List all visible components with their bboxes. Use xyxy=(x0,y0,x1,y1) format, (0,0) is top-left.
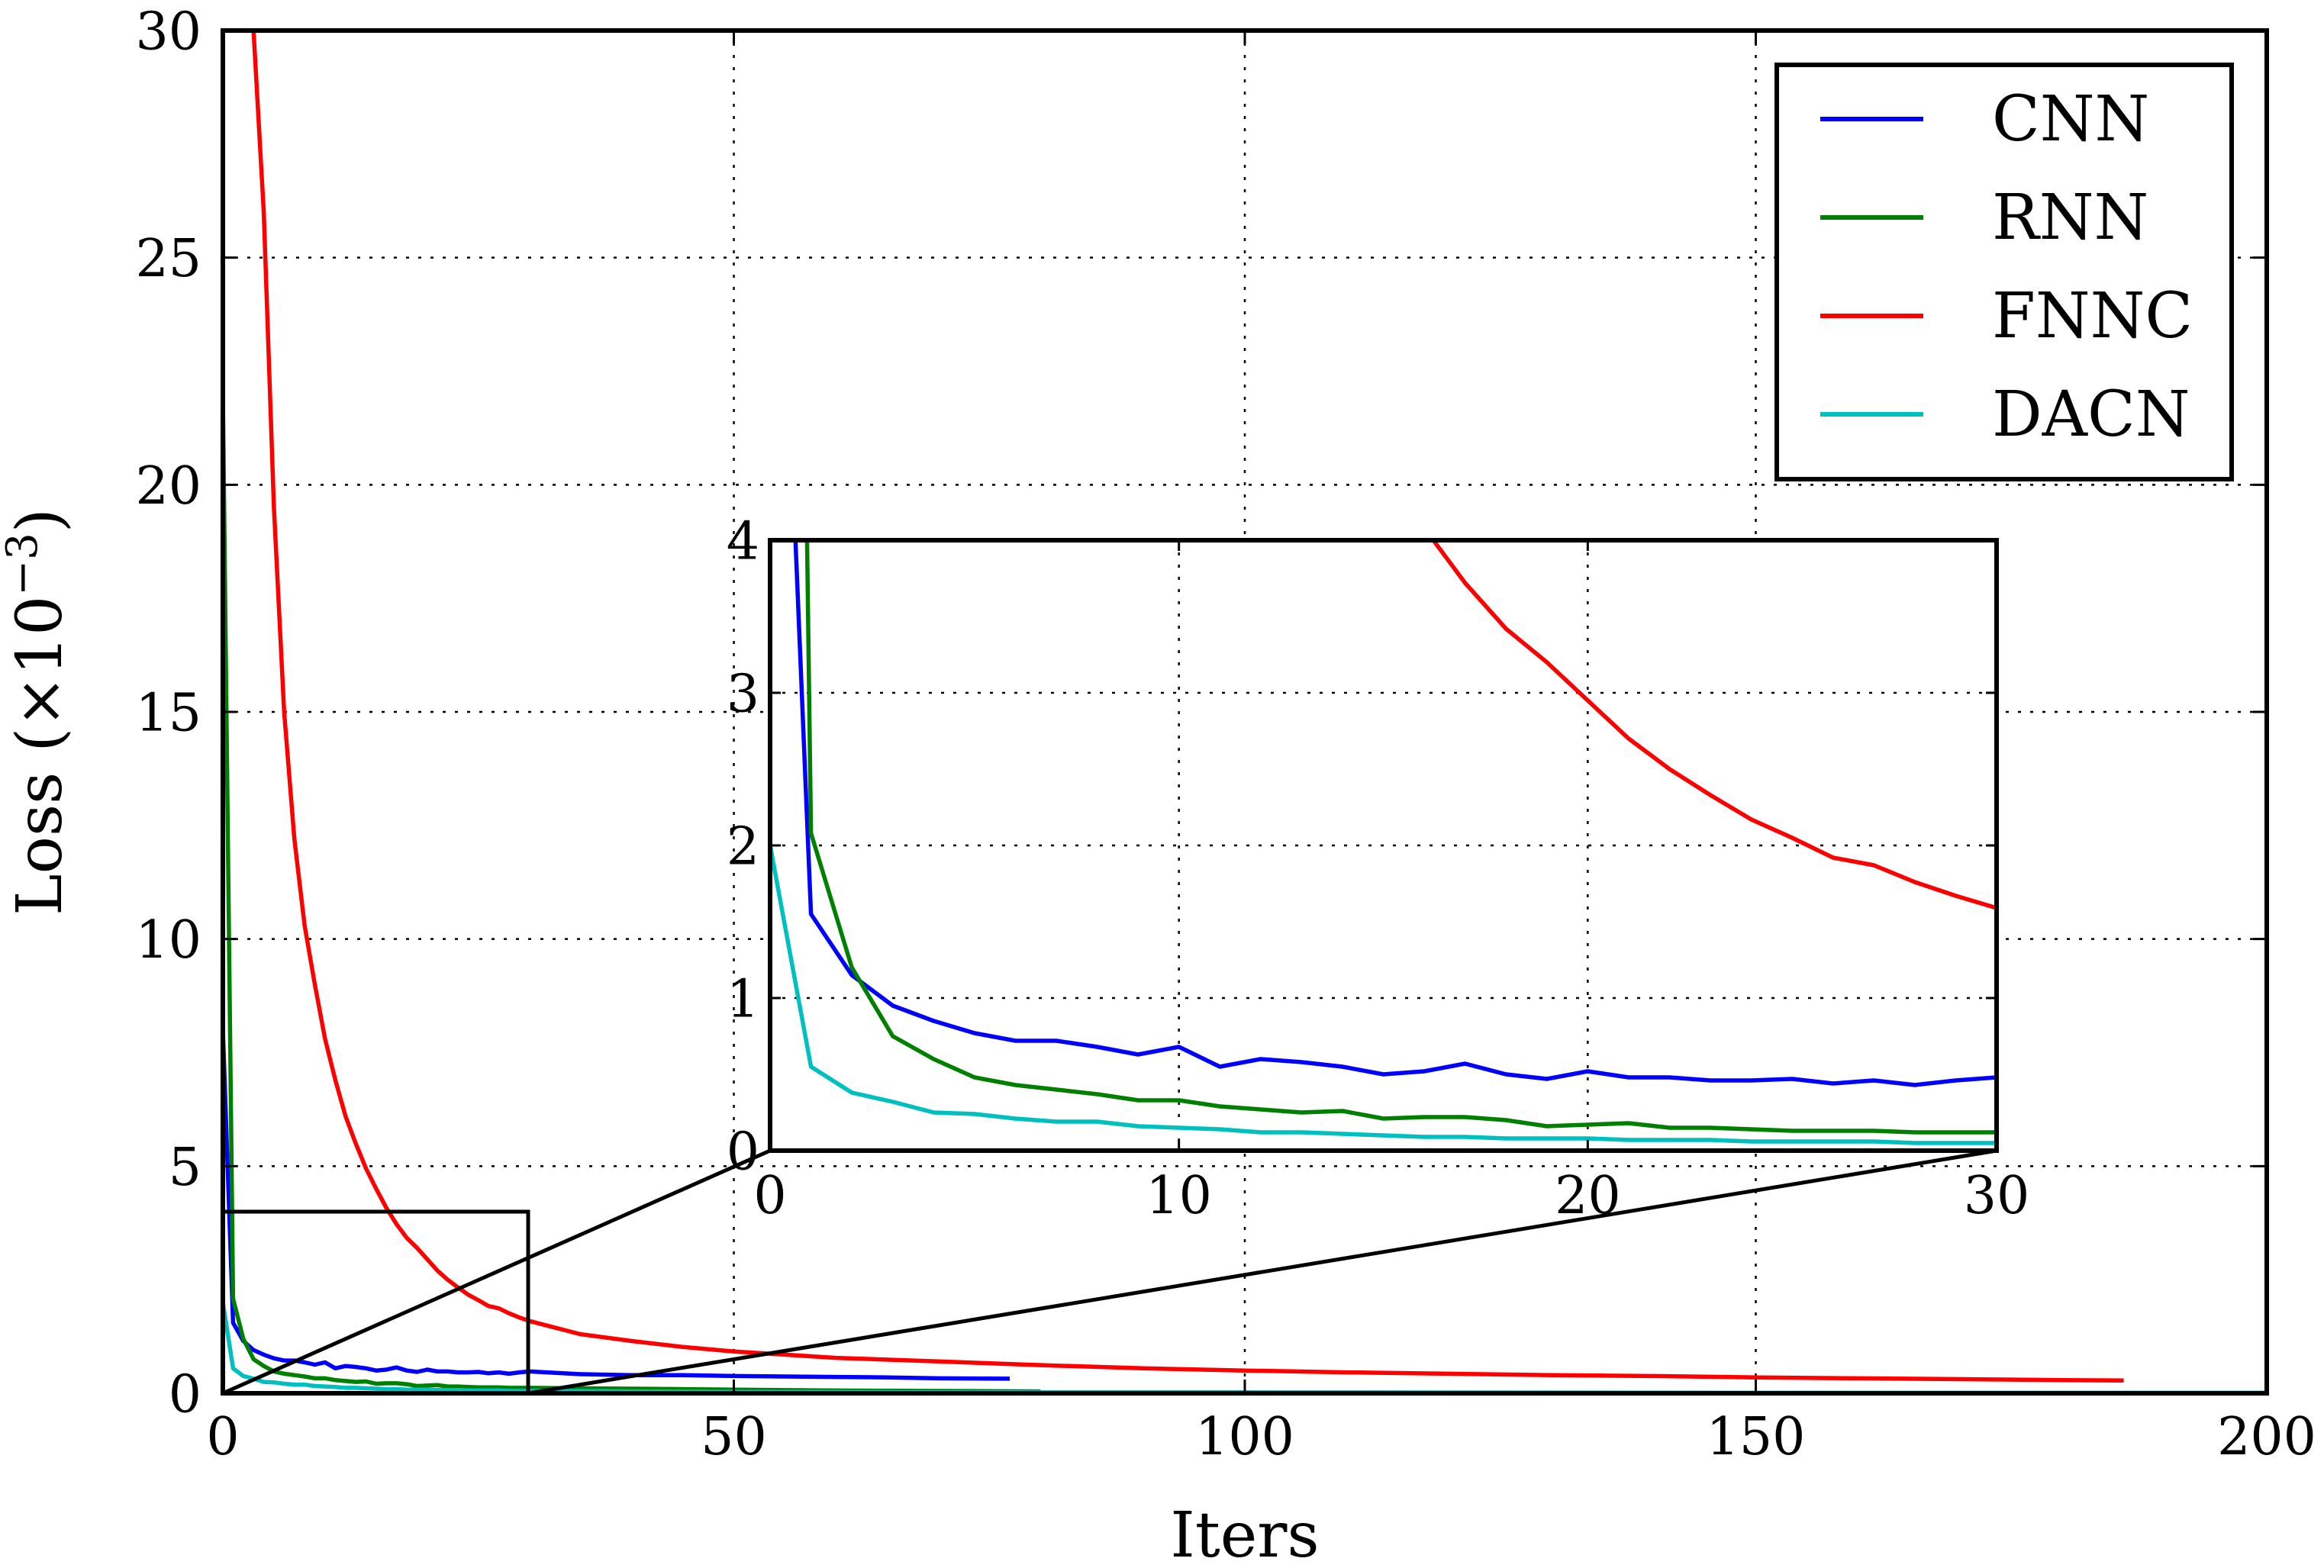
inset-ytick-label: 0 xyxy=(727,1122,759,1182)
y-axis-label-close: ) xyxy=(4,508,76,533)
inset-xtick-label: 0 xyxy=(753,1166,786,1226)
inset-series-dacn xyxy=(770,845,1997,1145)
inset-series-rnn xyxy=(804,540,1997,1135)
main-ytick-label: 5 xyxy=(169,1138,201,1198)
main-ytick-label: 0 xyxy=(169,1364,201,1425)
y-axis-label-exponent: −3 xyxy=(0,533,47,596)
zoom-region-box xyxy=(221,1209,530,1396)
main-series-cnn xyxy=(223,1029,1011,1381)
main-xtick-label: 200 xyxy=(2217,1407,2316,1467)
y-axis-label: Loss (×10−3) xyxy=(0,508,76,916)
main-ytick-label: 25 xyxy=(135,229,201,289)
main-xtick-label: 0 xyxy=(206,1407,239,1467)
inset-ytick-label: 3 xyxy=(727,664,759,724)
inset-ytick-label: 4 xyxy=(727,511,759,571)
main-ytick-label: 15 xyxy=(135,683,201,743)
legend-label-dacn: DACN xyxy=(1992,378,2190,451)
zoom-connector-lower-left xyxy=(221,1148,772,1396)
inset-series-fnnc xyxy=(1430,540,1997,910)
inset-ytick-label: 2 xyxy=(727,816,759,877)
inset-ytick-label: 1 xyxy=(727,969,759,1029)
legend: CNN RNN FNNC DACN xyxy=(1774,63,2234,481)
inset-xtick-label: 30 xyxy=(1964,1166,2030,1226)
main-series-rnn xyxy=(223,394,1041,1393)
legend-box xyxy=(1774,63,2234,481)
main-xtick-label: 100 xyxy=(1195,1407,1294,1467)
main-xtick-label: 50 xyxy=(701,1407,767,1467)
inset-series-cnn xyxy=(793,540,1997,1087)
inset-ticks: 0 10 20 30 0 1 2 3 4 xyxy=(727,511,2030,1226)
y-axis-label-open: (×10 xyxy=(4,596,76,752)
main-xtick-label: 150 xyxy=(1707,1407,1806,1467)
inset-xtick-label: 20 xyxy=(1555,1166,1621,1226)
main-ytick-label: 10 xyxy=(135,910,201,971)
main-ytick-label: 30 xyxy=(135,2,201,62)
legend-label-rnn: RNN xyxy=(1992,182,2148,254)
legend-label-cnn: CNN xyxy=(1992,83,2149,156)
inset-grid xyxy=(770,540,1997,1151)
legend-label-fnnc: FNNC xyxy=(1992,280,2193,353)
main-ytick-label: 20 xyxy=(135,456,201,517)
y-axis-label-main: Loss xyxy=(4,772,76,916)
x-axis-label: Iters xyxy=(1170,1499,1319,1568)
main-series-fnnc xyxy=(251,31,2124,1383)
zoom-connector-lower-right xyxy=(527,1148,1997,1396)
inset-series xyxy=(770,540,1997,1145)
inset-xtick-label: 10 xyxy=(1146,1166,1212,1226)
